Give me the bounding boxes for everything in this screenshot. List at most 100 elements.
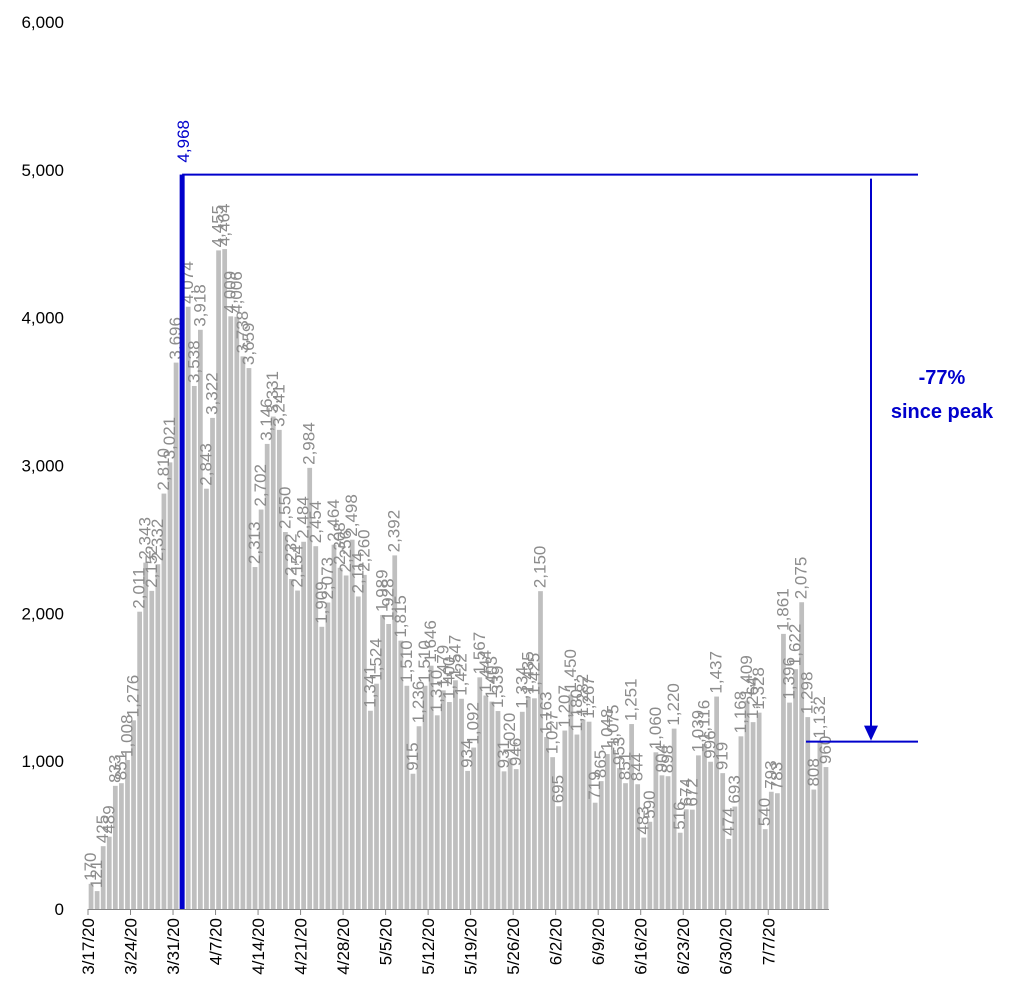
bar-value-label: 1,276 [124, 675, 143, 718]
bar [726, 838, 732, 909]
bar-value-label: 1,334 [512, 666, 531, 709]
bar-value-label: 1,060 [646, 707, 665, 750]
bar-value-label: 844 [628, 753, 647, 781]
bar-value-label: 1,282 [573, 674, 592, 717]
bar-value-label: 2,260 [354, 529, 373, 572]
bar [240, 356, 246, 909]
bar-value-label: 3,021 [160, 417, 179, 460]
bar [191, 385, 197, 909]
bar [264, 443, 270, 909]
bar-value-label: 1,396 [780, 657, 799, 700]
bar-value-label: 4,006 [227, 271, 246, 314]
bar [556, 806, 562, 909]
bar-value-label: 1,435 [518, 651, 537, 694]
bar-value-label: 851 [616, 752, 635, 780]
x-tick-label: 6/30/20 [717, 918, 736, 975]
y-tick-label: 3,000 [21, 457, 64, 476]
bar [598, 781, 604, 909]
bar-value-label: 719 [585, 771, 604, 799]
bar [210, 417, 215, 909]
bar [374, 683, 379, 909]
bar-value-label: 1,444 [476, 650, 495, 693]
bar-value-label: 1,298 [798, 672, 817, 715]
bar-value-label: 1,400 [439, 656, 458, 699]
bar [471, 747, 477, 909]
bar [161, 493, 167, 909]
x-tick-label: 4/21/20 [292, 918, 311, 975]
bar-value-label: 793 [761, 760, 780, 788]
bar-value-label: 1,267 [579, 676, 598, 719]
y-tick-label: 6,000 [21, 13, 64, 32]
bar-value-label: 2,313 [245, 522, 264, 565]
bar-value-label: 953 [609, 737, 628, 765]
bar-value-label: 1,132 [810, 696, 829, 739]
bar-value-label: 170 [81, 852, 100, 880]
bar-value-label: 996 [701, 730, 720, 758]
bar-value-label: 1,092 [464, 702, 483, 745]
bar [665, 776, 671, 909]
bar-value-label: 516 [670, 801, 689, 829]
x-tick-label: 6/16/20 [632, 918, 651, 975]
bar-value-label: 2,498 [342, 494, 361, 537]
bar-value-label: 4,009 [221, 271, 240, 314]
bar-value-label: 960 [816, 736, 835, 764]
bar [671, 728, 677, 909]
peak-bar [179, 174, 185, 910]
bar [811, 789, 817, 909]
bar [173, 362, 179, 909]
y-tick-label: 5,000 [21, 161, 64, 180]
x-tick-label: 5/5/20 [377, 918, 396, 965]
bar-value-label: 4,455 [209, 205, 228, 248]
bar [653, 752, 659, 909]
bar [604, 754, 610, 909]
bar-value-label: 121 [87, 860, 106, 888]
y-tick-label: 0 [55, 900, 64, 919]
bar-value-label: 1,989 [373, 569, 392, 612]
bar [349, 539, 355, 909]
bar-value-label: 1,646 [421, 620, 440, 663]
x-tick-label: 6/9/20 [589, 918, 608, 965]
bar [343, 575, 349, 909]
bar-value-label: 1,815 [391, 595, 410, 638]
bar-value-label: 915 [403, 742, 422, 770]
bar-value-label: 2,154 [288, 545, 307, 588]
bar [744, 700, 750, 909]
decline-caption-label: since peak [891, 401, 994, 423]
bar-value-label: 1,251 [622, 679, 641, 722]
bar [629, 724, 634, 909]
bar [404, 685, 410, 909]
bar [562, 730, 568, 909]
bar-value-label: 672 [682, 778, 701, 806]
bar [319, 626, 325, 909]
bar-value-label: 1,510 [415, 640, 434, 683]
bar-value-label: 3,331 [263, 371, 282, 414]
y-axis: 0 1,000 2,000 3,000 4,000 5,000 6,000 [21, 13, 64, 919]
bar [768, 791, 774, 909]
bar [623, 783, 628, 909]
bar-value-label: 2,232 [281, 533, 300, 576]
bar-value-label: 1,437 [707, 651, 726, 694]
bar [519, 711, 525, 909]
bar-value-label: 1,168 [731, 691, 750, 734]
x-tick-label: 5/26/20 [504, 918, 523, 975]
peak-annotation-group: 4,968 -77% since peak [174, 120, 994, 910]
x-tick-label: 5/19/20 [462, 918, 481, 975]
bar-value-label: 2,152 [142, 545, 161, 588]
y-tick-label: 1,000 [21, 752, 64, 771]
bar [355, 596, 361, 909]
bar [495, 711, 501, 909]
bar [525, 696, 531, 909]
bar [507, 758, 513, 909]
bar-value-label: 1,450 [561, 649, 580, 692]
x-tick-label: 4/14/20 [249, 918, 268, 975]
bar [483, 695, 489, 909]
bar [677, 832, 683, 909]
bars-group [88, 249, 829, 910]
bar [550, 757, 556, 909]
bar [586, 721, 592, 909]
bar-value-label: 483 [634, 806, 653, 834]
bar [805, 717, 811, 909]
bar [149, 590, 155, 909]
bar [295, 590, 300, 909]
bar-value-label: 808 [804, 758, 823, 786]
